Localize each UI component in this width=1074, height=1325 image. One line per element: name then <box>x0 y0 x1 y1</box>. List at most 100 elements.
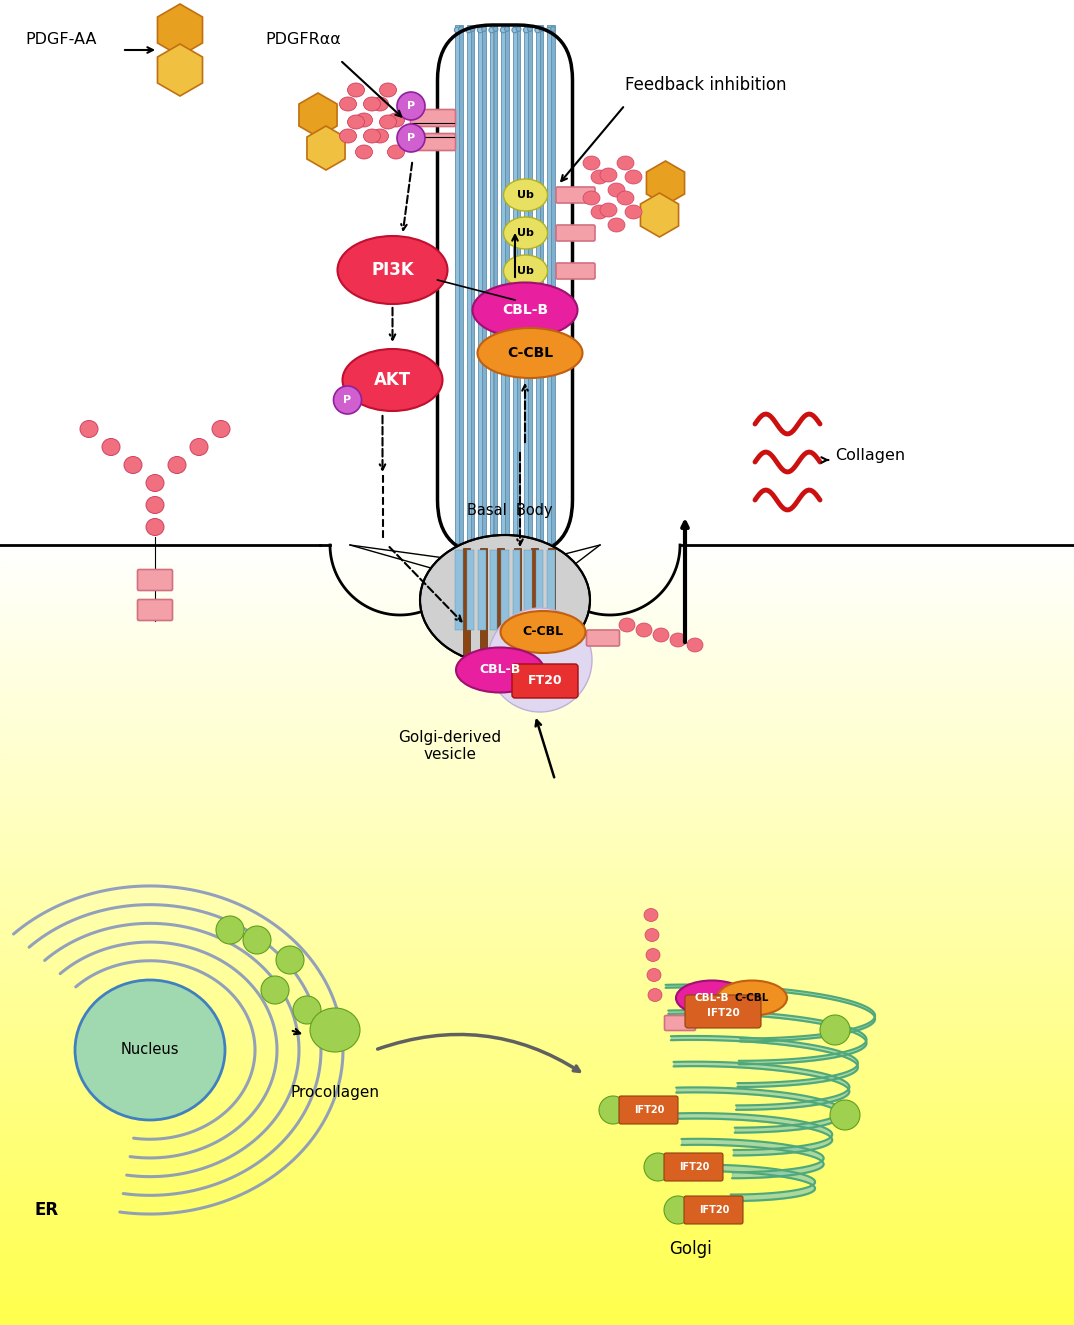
Bar <box>0 814 1074 820</box>
Bar <box>0 995 1074 1003</box>
Bar <box>0 829 1074 836</box>
Bar <box>0 1120 1074 1128</box>
Bar <box>0 965 1074 971</box>
Bar <box>0 1281 1074 1289</box>
Bar <box>0 1022 1074 1028</box>
Ellipse shape <box>343 348 442 411</box>
Circle shape <box>551 26 555 32</box>
Bar <box>0 1297 1074 1304</box>
Ellipse shape <box>348 115 364 129</box>
Text: CBL-B: CBL-B <box>479 664 521 677</box>
Circle shape <box>644 1153 672 1181</box>
Bar <box>0 819 1074 825</box>
Bar <box>0 1219 1074 1226</box>
Text: CBL-B: CBL-B <box>695 992 729 1003</box>
Circle shape <box>517 26 521 32</box>
Text: C-CBL: C-CBL <box>507 346 553 360</box>
Bar <box>0 1198 1074 1206</box>
Bar <box>460 25 463 543</box>
Circle shape <box>488 608 592 712</box>
Circle shape <box>493 26 498 32</box>
Bar <box>0 543 1074 550</box>
Ellipse shape <box>648 988 662 1002</box>
Bar <box>536 550 543 629</box>
Ellipse shape <box>687 639 703 652</box>
Bar <box>0 1240 1074 1247</box>
Polygon shape <box>158 4 203 56</box>
Bar <box>0 1308 1074 1314</box>
Bar <box>0 1136 1074 1143</box>
Ellipse shape <box>337 236 448 303</box>
Bar <box>531 549 538 659</box>
Bar <box>0 855 1074 863</box>
Bar <box>0 933 1074 941</box>
Ellipse shape <box>348 83 364 97</box>
Ellipse shape <box>478 329 582 378</box>
Bar <box>467 550 475 629</box>
FancyBboxPatch shape <box>684 1196 743 1224</box>
Bar <box>0 927 1074 935</box>
Ellipse shape <box>355 144 373 159</box>
Ellipse shape <box>625 170 642 184</box>
Bar <box>0 892 1074 898</box>
Bar <box>0 627 1074 633</box>
Text: IFT20: IFT20 <box>679 1162 709 1173</box>
FancyBboxPatch shape <box>437 25 572 555</box>
Bar <box>0 902 1074 909</box>
Bar <box>0 1173 1074 1179</box>
Bar <box>0 584 1074 592</box>
Ellipse shape <box>379 115 396 129</box>
Bar <box>0 782 1074 790</box>
Circle shape <box>454 28 460 33</box>
Bar <box>0 1208 1074 1216</box>
Bar <box>0 1116 1074 1122</box>
Circle shape <box>478 28 483 33</box>
Ellipse shape <box>600 203 616 217</box>
Bar <box>0 1157 1074 1163</box>
Bar <box>0 1251 1074 1257</box>
Bar <box>0 1057 1074 1065</box>
FancyBboxPatch shape <box>586 629 620 647</box>
Bar <box>0 979 1074 987</box>
Bar <box>0 1224 1074 1231</box>
Text: IFT20: IFT20 <box>699 1204 729 1215</box>
Circle shape <box>512 28 518 33</box>
Circle shape <box>397 91 425 121</box>
Text: Collagen: Collagen <box>834 448 905 462</box>
Ellipse shape <box>616 191 634 205</box>
FancyBboxPatch shape <box>665 1015 696 1031</box>
Circle shape <box>599 1096 627 1124</box>
Bar <box>0 1043 1074 1049</box>
Bar <box>0 949 1074 955</box>
Bar <box>0 1235 1074 1242</box>
Bar <box>0 689 1074 696</box>
Bar <box>0 704 1074 712</box>
Text: P: P <box>344 395 351 405</box>
Text: Golgi-derived
vesicle: Golgi-derived vesicle <box>398 730 502 762</box>
Bar <box>0 1192 1074 1200</box>
Bar <box>0 776 1074 784</box>
Ellipse shape <box>504 179 548 211</box>
Ellipse shape <box>310 1008 360 1052</box>
Bar <box>0 1230 1074 1236</box>
Bar <box>0 657 1074 665</box>
Bar <box>0 871 1074 877</box>
Bar <box>0 673 1074 680</box>
Ellipse shape <box>124 457 142 473</box>
Circle shape <box>523 28 529 33</box>
Bar <box>0 1016 1074 1023</box>
Polygon shape <box>647 162 684 205</box>
Bar <box>0 844 1074 852</box>
Bar <box>470 25 475 543</box>
Ellipse shape <box>583 191 600 205</box>
Bar <box>0 647 1074 655</box>
Circle shape <box>470 26 475 32</box>
Bar <box>0 1000 1074 1008</box>
Bar <box>0 1032 1074 1039</box>
Bar <box>0 554 1074 560</box>
Circle shape <box>261 977 289 1004</box>
FancyBboxPatch shape <box>410 110 455 126</box>
Bar <box>0 1089 1074 1096</box>
Bar <box>0 1063 1074 1071</box>
Polygon shape <box>299 93 337 136</box>
